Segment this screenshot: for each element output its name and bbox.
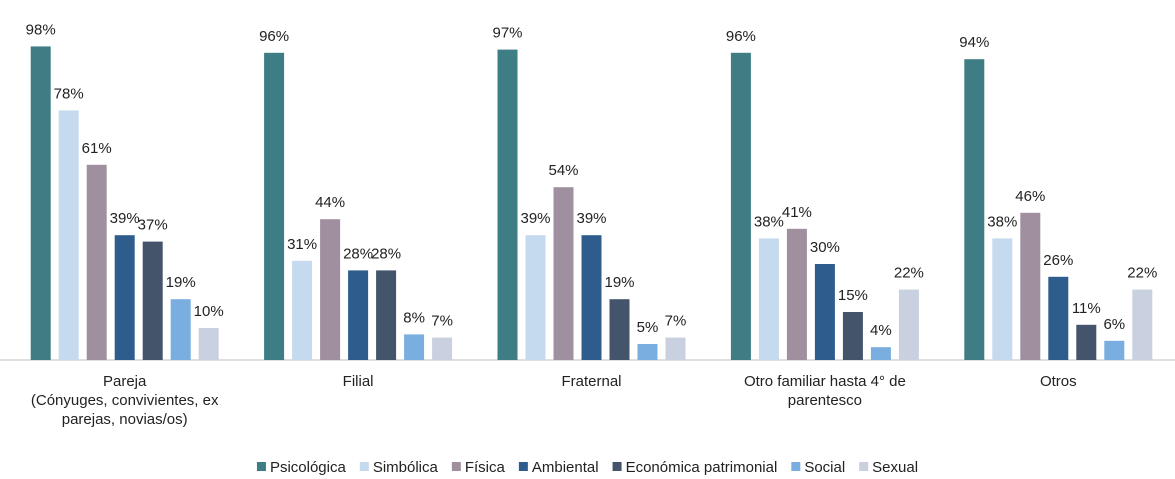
bar	[142, 241, 163, 360]
x-tick-label: Otro familiar hasta 4° de parentesco	[743, 373, 906, 409]
legend-swatch	[359, 462, 369, 471]
bar	[1048, 276, 1069, 360]
data-label: 22%	[894, 265, 924, 282]
data-label: 37%	[138, 217, 168, 234]
data-label: 4%	[870, 322, 892, 339]
bar	[1104, 340, 1125, 360]
x-tick-label: Filial	[342, 373, 374, 390]
legend-swatch	[518, 462, 528, 471]
data-label: 31%	[287, 236, 317, 253]
data-label: 44%	[315, 194, 345, 211]
data-label: 6%	[1103, 316, 1125, 333]
bar	[348, 270, 369, 360]
data-label: 7%	[431, 313, 453, 330]
data-label: 5%	[637, 319, 659, 336]
legend-label: Física	[465, 459, 506, 476]
bar	[964, 59, 985, 360]
bar	[198, 328, 219, 360]
bar	[58, 110, 79, 361]
data-label: 10%	[194, 303, 224, 320]
bar	[170, 299, 191, 360]
legend-swatch	[859, 462, 869, 471]
bar	[842, 312, 863, 360]
legend-label: Simbólica	[373, 459, 439, 476]
bar	[497, 49, 518, 360]
data-label: 8%	[403, 309, 425, 326]
bar	[1020, 212, 1041, 360]
data-label: 26%	[1043, 252, 1073, 269]
legend-label: Sexual	[872, 459, 918, 476]
bar	[30, 46, 51, 361]
bar	[609, 299, 630, 360]
legend-swatch	[256, 462, 266, 471]
bar	[292, 260, 313, 360]
bar	[637, 344, 658, 360]
data-label: 28%	[343, 245, 373, 262]
bar	[758, 238, 779, 360]
legend-label: Social	[804, 459, 845, 476]
legend-swatch	[791, 462, 801, 471]
bar	[114, 235, 135, 360]
bar	[898, 289, 919, 360]
bar	[730, 52, 751, 361]
bar	[1076, 324, 1097, 360]
bar	[404, 334, 425, 360]
data-label: 28%	[371, 245, 401, 262]
bar	[320, 219, 341, 360]
data-label: 98%	[26, 21, 56, 38]
bar	[525, 235, 546, 360]
data-label: 39%	[110, 210, 140, 227]
bar	[376, 270, 397, 360]
data-label: 96%	[259, 28, 289, 45]
data-label: 7%	[665, 313, 687, 330]
data-label: 97%	[492, 25, 522, 42]
bar	[86, 164, 107, 360]
bar	[814, 264, 835, 360]
legend-label: Económica patrimonial	[626, 459, 778, 476]
legend-label: Psicológica	[270, 459, 347, 476]
x-tick-label: Pareja (Cónyuges, convivientes, ex parej…	[30, 373, 219, 428]
bar	[870, 347, 891, 360]
data-label: 39%	[576, 210, 606, 227]
legend-label: Ambiental	[532, 459, 599, 476]
data-label: 78%	[54, 85, 84, 102]
data-label: 19%	[604, 274, 634, 291]
bar	[665, 337, 686, 360]
data-label: 94%	[959, 34, 989, 51]
data-label: 38%	[754, 213, 784, 230]
bar	[581, 235, 602, 360]
data-label: 54%	[548, 162, 578, 179]
data-label: 19%	[166, 274, 196, 291]
legend-swatch	[612, 462, 622, 471]
data-label: 39%	[520, 210, 550, 227]
data-label: 38%	[987, 213, 1017, 230]
legend-swatch	[451, 462, 461, 471]
data-label: 22%	[1127, 265, 1157, 282]
x-tick-label: Otros	[1039, 373, 1077, 390]
data-label: 15%	[838, 287, 868, 304]
data-label: 11%	[1072, 300, 1101, 317]
bar	[553, 187, 574, 360]
bar	[264, 52, 285, 361]
data-label: 46%	[1015, 188, 1045, 205]
bar	[1132, 289, 1153, 360]
x-tick-label: Fraternal	[561, 373, 622, 390]
data-label: 96%	[726, 28, 756, 45]
bar	[992, 238, 1013, 360]
data-label: 61%	[82, 140, 112, 157]
data-label: 30%	[810, 239, 840, 256]
data-label: 41%	[782, 204, 812, 221]
bar	[786, 228, 807, 360]
bar	[432, 337, 453, 360]
